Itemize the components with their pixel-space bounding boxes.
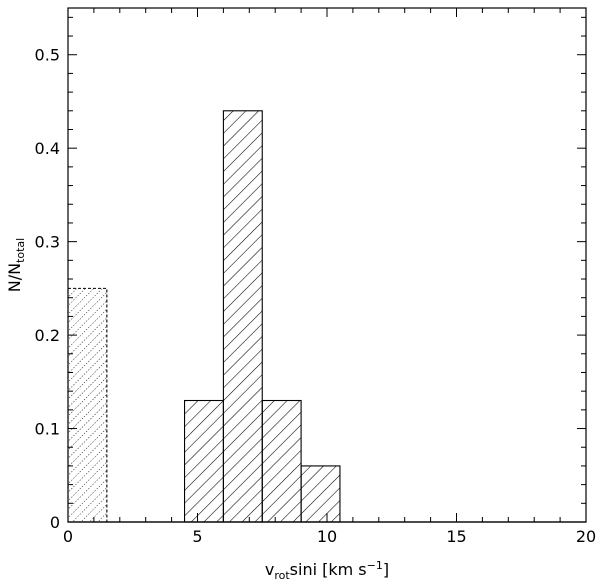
x-axis-label-main: v xyxy=(265,560,274,579)
histogram-bar xyxy=(67,287,108,523)
x-axis-label: vrotsini [km s−1] xyxy=(265,559,389,582)
x-tick-label: 10 xyxy=(317,527,337,546)
x-axis-label-close: ] xyxy=(383,560,389,579)
histogram-bar xyxy=(184,399,224,523)
axis-tick-labels: 0 5 10 15 20 0 0.1 0.2 0.3 0.4 0.5 xyxy=(35,46,597,546)
y-tick-label: 0.2 xyxy=(35,326,60,345)
x-tick-label: 20 xyxy=(576,527,596,546)
y-axis-label: N/Ntotal xyxy=(5,238,27,292)
plot-frame xyxy=(67,7,587,523)
y-tick-label: 0.4 xyxy=(35,139,60,158)
x-tick-label: 5 xyxy=(192,527,202,546)
axis-ticks xyxy=(67,8,587,523)
histogram-bar xyxy=(300,465,341,523)
x-axis-label-sup: −1 xyxy=(367,559,383,572)
y-axis-label-main: N/N xyxy=(5,263,24,292)
x-tick-label: 15 xyxy=(446,527,466,546)
y-tick-label: 0.1 xyxy=(35,420,60,439)
histogram-bars xyxy=(67,110,586,523)
x-axis-label-rest: sini [km s xyxy=(290,560,367,579)
y-tick-label: 0.3 xyxy=(35,233,60,252)
histogram-bar xyxy=(261,399,302,523)
y-axis-label-sub: total xyxy=(14,238,27,263)
y-tick-label: 0 xyxy=(50,513,60,532)
histogram-bar xyxy=(222,110,263,523)
y-tick-label: 0.5 xyxy=(35,46,60,65)
x-axis-label-sub: rot xyxy=(274,569,290,582)
x-tick-label: 0 xyxy=(63,527,73,546)
